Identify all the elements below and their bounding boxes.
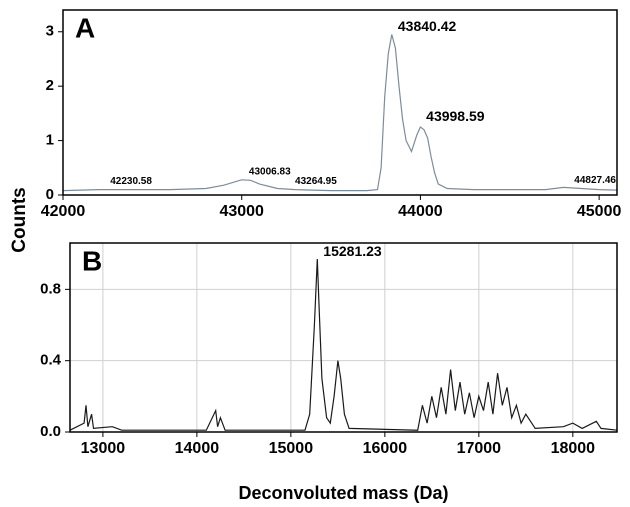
panel-label: A — [75, 12, 95, 43]
y-tick-label: 0 — [46, 186, 54, 203]
peak-label: 43264.95 — [295, 176, 337, 187]
y-tick-label: 0.0 — [40, 423, 61, 440]
y-tick-label: 1 — [46, 132, 54, 149]
peak-label: 43006.83 — [249, 166, 291, 177]
y-tick-label: 0.4 — [40, 352, 62, 369]
x-tick-label: 18000 — [551, 440, 596, 457]
plot-frame — [62, 9, 618, 196]
panel-label: B — [82, 245, 102, 276]
x-tick-label: 13000 — [81, 440, 126, 457]
x-tick-label: 14000 — [175, 440, 220, 457]
plot-area — [63, 10, 617, 195]
spectrum-line — [69, 258, 618, 431]
x-tick-label: 16000 — [363, 440, 408, 457]
peak-label: 43840.42 — [398, 18, 457, 34]
x-tick-label: 42000 — [41, 203, 86, 220]
y-tick-label: 0.8 — [40, 280, 61, 297]
x-tick-label: 43000 — [219, 203, 264, 220]
peak-label: 15281.23 — [323, 243, 382, 259]
x-tick-label: 17000 — [457, 440, 502, 457]
peak-label: 44827.46 — [574, 175, 616, 186]
plot-frame — [69, 242, 618, 433]
x-tick-label: 15000 — [269, 440, 314, 457]
peak-label: 43998.59 — [426, 108, 485, 124]
y-axis-label: Counts — [9, 187, 30, 252]
x-tick-label: 44000 — [398, 203, 443, 220]
x-tick-label: 45000 — [577, 203, 622, 220]
y-tick-label: 3 — [46, 23, 54, 40]
peak-label: 42230.58 — [110, 176, 152, 187]
y-tick-label: 2 — [46, 77, 54, 94]
x-axis-label: Deconvoluted mass (Da) — [238, 483, 448, 503]
spectrum-line — [62, 34, 618, 192]
